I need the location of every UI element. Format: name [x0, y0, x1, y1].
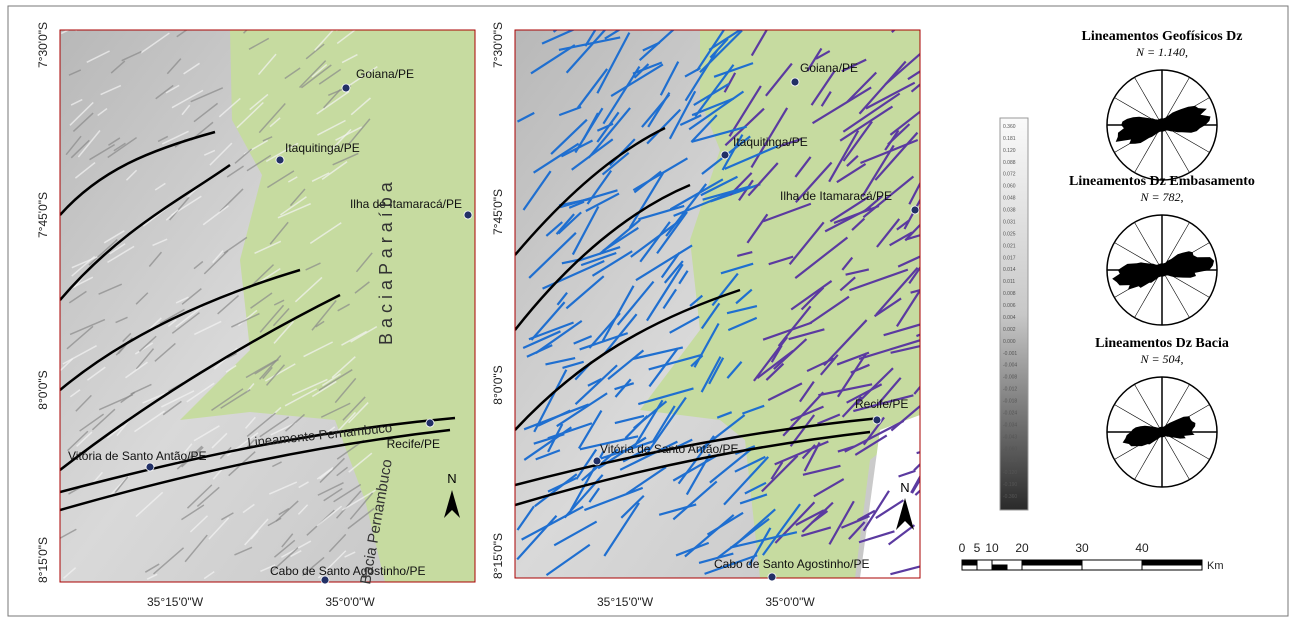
- lon-label: 35°15'0"W: [147, 595, 204, 609]
- colorbar-label: -0.008: [1003, 375, 1017, 381]
- colorbar-label: 0.038: [1003, 208, 1016, 214]
- lon-label: 35°0'0"W: [325, 595, 375, 609]
- lon-label: 35°15'0"W: [597, 595, 654, 609]
- rose-diagrams: Lineamentos Geofísicos DzN = 1.140, Linea…: [1069, 29, 1255, 487]
- colorbar-label: 0.014: [1003, 267, 1016, 273]
- colorbar-label: 0.004: [1003, 315, 1016, 321]
- place-label: Recife/PE: [855, 397, 908, 411]
- colorbar-label: 0.072: [1003, 172, 1016, 178]
- colorbar-label: 0.021: [1003, 243, 1016, 249]
- colorbar-label: 0.025: [1003, 231, 1016, 237]
- colorbar-label: -0.083: [1003, 458, 1017, 464]
- colorbar-label: 0.048: [1003, 196, 1016, 202]
- rose-count: N = 782,: [1139, 190, 1183, 204]
- place-label: Vitória de Santo Antão/PE: [600, 442, 739, 456]
- colorbar-label: 0.181: [1003, 136, 1016, 142]
- colorbar-label: -0.360: [1003, 494, 1017, 500]
- scale-label: 30: [1075, 541, 1089, 555]
- rose-title: Lineamentos Dz Embasamento: [1069, 174, 1255, 189]
- lat-label: 8°15'0"S: [36, 537, 50, 583]
- colorbar-label: -0.043: [1003, 434, 1017, 440]
- colorbar-label: -0.034: [1003, 422, 1017, 428]
- place-label: Recife/PE: [387, 437, 440, 451]
- colorbar-label: 0.088: [1003, 160, 1016, 166]
- lat-label: 7°30'0"S: [36, 22, 50, 68]
- place-label: Goiana/PE: [800, 61, 858, 75]
- figure: 7°30'0"S 7°45'0"S 8°0'0"S 8°15'0"S 35°15…: [0, 0, 1295, 621]
- rose-title: Lineamentos Geofísicos Dz: [1082, 29, 1243, 44]
- colorbar-label: -0.024: [1003, 410, 1017, 416]
- colorbar-label: 0.017: [1003, 255, 1016, 261]
- colorbar-label: -0.190: [1003, 482, 1017, 488]
- place-label: Vitória de Santo Antão/PE: [68, 449, 207, 463]
- colorbar-label: 0.060: [1003, 184, 1016, 190]
- lat-label: 8°0'0"S: [36, 370, 50, 409]
- rose-count: N = 504,: [1139, 352, 1183, 366]
- scale-label: 0: [959, 541, 966, 555]
- lat-label: 8°0'0"S: [491, 365, 505, 404]
- lon-label: 35°0'0"W: [765, 595, 815, 609]
- lat-label: 8°15'0"S: [491, 533, 505, 579]
- left-map: [60, 5, 475, 582]
- right-map: [515, 3, 962, 578]
- lineament: [554, 13, 578, 31]
- basin-label: B a c i a P a r a í b a: [376, 181, 396, 345]
- scale-bar: [962, 560, 1202, 570]
- north-label: N: [447, 471, 456, 486]
- colorbar-label: -0.012: [1003, 387, 1017, 393]
- colorbar-label: 0.000: [1003, 339, 1016, 345]
- lat-label: 7°45'0"S: [36, 192, 50, 238]
- scale-unit: Km: [1207, 560, 1224, 572]
- lineament: [917, 443, 962, 453]
- scale-label: 40: [1135, 541, 1149, 555]
- place-label: Itaquitinga/PE: [733, 135, 808, 149]
- scale-label: 20: [1015, 541, 1029, 555]
- relief: [303, 12, 329, 30]
- north-label: N: [900, 480, 909, 495]
- place-label: Goiana/PE: [356, 67, 414, 81]
- place-label: Ilha de Itamaracá/PE: [780, 189, 892, 203]
- lat-label: 7°45'0"S: [491, 189, 505, 235]
- relief: [76, 5, 100, 31]
- colorbar-label: -0.018: [1003, 399, 1017, 405]
- rose-count: N = 1.140,: [1135, 45, 1188, 59]
- colorbar-label: 0.008: [1003, 291, 1016, 297]
- colorbar-label: 0.011: [1003, 279, 1015, 285]
- place-label: Cabo de Santo Agostinho/PE: [270, 564, 425, 578]
- lat-label: 7°30'0"S: [491, 22, 505, 68]
- colorbar-label: 0.006: [1003, 303, 1016, 309]
- lineament: [916, 320, 957, 336]
- place-label: Cabo de Santo Agostinho/PE: [714, 557, 869, 571]
- colorbar-label: -0.060: [1003, 446, 1017, 452]
- colorbar-label: 0.031: [1003, 219, 1016, 225]
- colorbar-label: -0.120: [1003, 470, 1017, 476]
- colorbar-label: 0.120: [1003, 148, 1016, 154]
- place-label: Itaquitinga/PE: [285, 141, 360, 155]
- scale-label: 5: [974, 541, 981, 555]
- rose-title: Lineamentos Dz Bacia: [1095, 336, 1229, 351]
- colorbar-label: -0.001: [1003, 351, 1017, 357]
- scale-label: 10: [985, 541, 999, 555]
- colorbar-label: -0.004: [1003, 363, 1017, 369]
- colorbar-label: 0.002: [1003, 327, 1016, 333]
- page: 7°30'0"S 7°45'0"S 8°0'0"S 8°15'0"S 35°15…: [0, 0, 1295, 621]
- place-label: Ilha de Itamaracá/PE: [350, 197, 462, 211]
- colorbar-label: 0.360: [1003, 124, 1016, 130]
